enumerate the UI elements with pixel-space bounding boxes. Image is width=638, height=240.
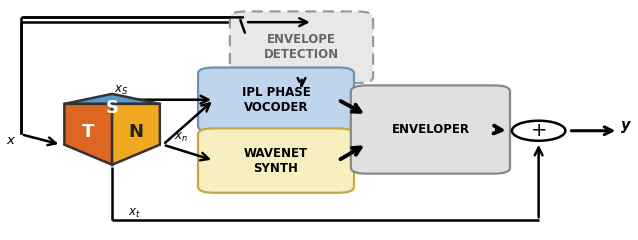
Polygon shape	[64, 104, 112, 165]
Polygon shape	[64, 94, 160, 104]
Polygon shape	[112, 104, 160, 165]
Text: $x_n$: $x_n$	[174, 131, 188, 144]
FancyBboxPatch shape	[198, 67, 354, 132]
Text: T: T	[82, 123, 94, 141]
Text: $x_S$: $x_S$	[114, 84, 128, 97]
Text: ENVELOPE
DETECTION: ENVELOPE DETECTION	[264, 33, 339, 61]
Text: WAVENET
SYNTH: WAVENET SYNTH	[244, 147, 308, 174]
Text: +: +	[530, 121, 547, 140]
Text: $x_t$: $x_t$	[128, 206, 141, 220]
Text: ENVELOPER: ENVELOPER	[391, 123, 470, 136]
Text: IPL PHASE
VOCODER: IPL PHASE VOCODER	[242, 86, 311, 114]
Text: S: S	[106, 99, 119, 117]
FancyBboxPatch shape	[230, 12, 373, 83]
Text: y: y	[621, 119, 631, 133]
FancyBboxPatch shape	[351, 85, 510, 174]
Text: x: x	[7, 134, 15, 147]
Circle shape	[512, 121, 565, 141]
Text: N: N	[128, 123, 144, 141]
FancyBboxPatch shape	[198, 128, 354, 193]
